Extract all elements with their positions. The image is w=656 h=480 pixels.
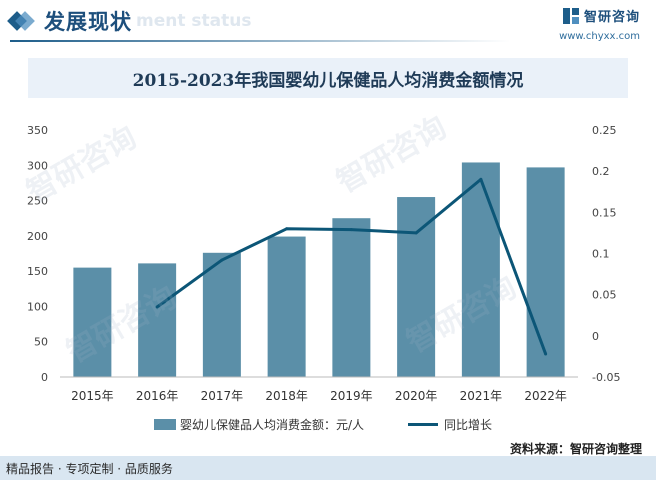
right-axis-tick-label: 0.25 (592, 124, 617, 137)
left-axis-tick-label: 150 (27, 265, 48, 278)
growth-point (155, 305, 159, 309)
growth-point (479, 177, 483, 181)
right-axis-tick-label: 0.2 (592, 165, 610, 178)
bar (332, 218, 371, 377)
left-axis-tick-label: 50 (34, 336, 48, 349)
growth-point (414, 231, 418, 235)
right-axis-tick-label: 0.15 (592, 206, 617, 219)
section-heading: 发展现状 ment status (7, 6, 252, 36)
legend: 婴幼儿保健品人均消费金额：元/人 同比增长 (154, 414, 492, 434)
bar (267, 236, 306, 377)
growth-point (220, 258, 224, 262)
footer: 精品报告 · 专项定制 · 品质服务 (0, 456, 656, 480)
brand-logo-icon (562, 7, 579, 24)
x-tick-label: 2019年 (330, 389, 373, 403)
legend-bar-label: 婴幼儿保健品人均消费金额：元/人 (180, 417, 365, 432)
left-axis-tick-label: 100 (27, 300, 48, 313)
x-tick-label: 2020年 (395, 389, 438, 403)
chart: 0 50 100 150 200 250 300 350 -0.05 0 0.05 0.1 0.15 0.… (27, 124, 620, 403)
legend-line-swatch (408, 422, 439, 426)
bar (397, 197, 436, 377)
left-axis-tick-label: 0 (41, 371, 48, 384)
left-axis-tick-label: 350 (27, 124, 48, 137)
bar (461, 162, 500, 377)
header: 发展现状 ment status 智研咨询 www.chyxx.com (0, 0, 656, 46)
bar (526, 167, 565, 377)
brand-url: www.chyxx.com (559, 31, 640, 42)
right-axis-tick-label: -0.05 (592, 371, 620, 384)
footer-text: 精品报告 · 专项定制 · 品质服务 (6, 461, 173, 476)
x-tick-label: 2021年 (460, 389, 503, 403)
left-axis-tick-label: 300 (27, 159, 48, 172)
section-ghost-text: ment status (136, 11, 252, 31)
chart-title: 2015-2023年我国婴幼儿保健品人均消费金额情况 (132, 70, 524, 91)
legend-line-label: 同比增长 (444, 417, 493, 432)
legend-bar-swatch (154, 418, 176, 430)
growth-point (544, 352, 548, 356)
growth-point (349, 228, 353, 232)
right-axis-tick-label: 0 (592, 330, 599, 343)
x-tick-label: 2018年 (265, 389, 308, 403)
x-tick-label: 2022年 (524, 389, 567, 403)
source-note: 资料来源：智研咨询整理 (509, 442, 642, 456)
right-axis-tick-label: 0.1 (592, 248, 610, 261)
header-rule (10, 40, 510, 42)
section-title: 发展现状 (44, 9, 132, 34)
bar (138, 263, 177, 377)
bar (73, 267, 112, 377)
chart-title-banner: 2015-2023年我国婴幼儿保健品人均消费金额情况 (28, 58, 628, 98)
right-axis-tick-label: 0.05 (592, 289, 617, 302)
x-tick-label: 2016年 (136, 389, 179, 403)
left-axis-tick-label: 200 (27, 230, 48, 243)
growth-point (285, 227, 289, 231)
brand-name: 智研咨询 (583, 10, 640, 25)
x-tick-label: 2017年 (201, 389, 244, 403)
left-axis-tick-label: 250 (27, 195, 48, 208)
bar (202, 252, 241, 377)
x-tick-label: 2015年 (71, 389, 114, 403)
brand: 智研咨询 www.chyxx.com (559, 6, 640, 42)
